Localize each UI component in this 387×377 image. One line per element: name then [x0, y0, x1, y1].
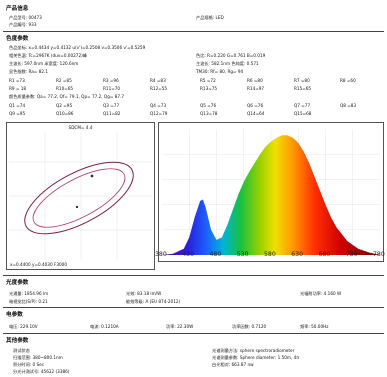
luminous-efficacy: 光效: 83.18 lm/W [126, 291, 162, 296]
cri-value: R3 =96 [103, 78, 119, 83]
cri-value: R13=75 [200, 86, 218, 91]
cqs-value: Q7 =77 [294, 103, 311, 108]
x-tick-label: 780 [373, 251, 385, 258]
cqs-value: Q13=78 [200, 111, 218, 116]
section-color: 色度参数 [6, 36, 29, 42]
divider [3, 307, 384, 308]
x-tick-label: 480 [209, 251, 222, 258]
luminous-flux: 光通量: 1854.96 lm [9, 291, 49, 296]
frequency: 频率: 50.00Hz [300, 324, 329, 329]
cqs-value: Q9 =95 [9, 111, 26, 116]
cqs-value: Q14=64 [247, 111, 265, 116]
cqs-value: Q8 =83 [340, 103, 357, 108]
x-tick-label: 730 [345, 251, 358, 258]
cqs-value: Q2 =95 [56, 103, 73, 108]
product-spec: 产品规格: LED [196, 15, 224, 20]
cri-value: R10=65 [56, 86, 74, 91]
chromaticity-coords: 色品坐标: x=0.4434 y=0.4132 u(v')=0.2508 v=0… [9, 45, 146, 50]
cqs-value: Q15=68 [294, 111, 312, 116]
sphere-params: 光谱测量参数: Sphere diameter: 1.50m, 4π [212, 355, 299, 360]
cri-value: R1 =73 [9, 78, 25, 83]
cri-value: R11=70 [103, 86, 121, 91]
tm30: TM30: Rf= 80, Rg= 94 [196, 69, 244, 74]
cqs-value: Q11=82 [103, 111, 121, 116]
measured-point [75, 205, 79, 209]
white-light-ref: 白光相对: 663.87 nw [212, 362, 254, 367]
color-quality: 颜色质量参数: Qa= 77.2, Qf= 79.1, Qp= 77.2, Qg… [9, 94, 125, 99]
section-photometric: 光度参数 [6, 280, 29, 286]
section-electrical: 电参数 [6, 312, 23, 318]
cri-value: R2 =85 [56, 78, 72, 83]
divider [3, 31, 384, 32]
instrument-number: 分光计测试号: 45622 (3386) [13, 369, 70, 374]
inner-ellipse [32, 168, 126, 228]
cri-value: R8 =60 [340, 78, 356, 83]
integration-time: 积分时间: 0 Sec [13, 362, 45, 367]
energy-class: 能效等级: A (EU 874-2012) [126, 299, 181, 304]
cri-value: R7 =80 [294, 78, 310, 83]
cqs-value: Q4 =73 [150, 103, 167, 108]
cqs-value: Q12=79 [150, 111, 168, 116]
cqs-value: Q1 =74 [9, 103, 26, 108]
x-tick-label: 380 [155, 251, 167, 258]
power-factor: 功率因数: 0.7120 [232, 324, 267, 329]
radiant-power: 光辐射功率: 4.160 W [300, 291, 342, 296]
outer-ellipse [24, 161, 134, 235]
spectrum-chart-frame [158, 122, 384, 262]
cri-value: R15=65 [294, 86, 312, 91]
section-other: 其他参数 [6, 338, 29, 344]
x-tick-label: 580 [264, 251, 276, 258]
sp-ratio: 暗视觉比(S/P): 0.21 [9, 299, 48, 304]
peak-wavelength: 主波长: 597.0nm 半宽度: 120.6nm [9, 61, 79, 66]
cri-value: R4 =83 [150, 78, 166, 83]
test-status: 测试状态 [13, 348, 30, 353]
cqs-value: Q5 =76 [200, 103, 217, 108]
x-tick-label: 680 [318, 251, 331, 258]
divider [3, 333, 384, 334]
cqs-value: Q3 =77 [103, 103, 120, 108]
cct: 相关色温: Tc=2967K (duv=0.00272)峰 [9, 53, 87, 58]
cri-value: R9 = 18 [9, 86, 27, 91]
power: 功率: 22.30W [166, 324, 194, 329]
cqs-value: Q6 =76 [247, 103, 264, 108]
cri-value: R12=55 [150, 86, 168, 91]
cie-ellipse-plot [9, 132, 152, 260]
current: 电流: 0.1210A [90, 324, 119, 329]
cie-diagram-frame: SDCM= 4.4 x=0.4400 y=0.4030 F3000 [6, 122, 155, 270]
voltage: 电压: 229.10V [9, 324, 38, 329]
cqs-value: Q10=86 [56, 111, 74, 116]
sdcm-label: SDCM= 4.4 [68, 125, 93, 130]
cri-value: R5 =72 [200, 78, 216, 83]
color-ratio: 色比: R=0.220 G=0.761 B=0.019 [196, 53, 266, 58]
cri-value: R6 =80 [247, 78, 263, 83]
spectrum-area [162, 135, 380, 255]
target-point [90, 174, 94, 178]
spectrum-chart [162, 129, 380, 255]
x-tick-label: 530 [236, 251, 249, 258]
product-model: 产品型号: 00473 [9, 15, 42, 20]
scan-range: 扫描范围: 380~800.1nm [13, 355, 63, 360]
cie-coords: x=0.4400 y=0.4030 F3000 [10, 262, 68, 267]
x-tick-label: 430 [182, 251, 195, 258]
divider [3, 275, 384, 276]
product-serial: 产品编号: 933 [9, 22, 37, 27]
cri-ra: 显色指数: Ra= 82.1 [9, 69, 49, 74]
x-tick-label: 630 [291, 251, 304, 258]
dominant-wavelength: 主波长: 582.1nm 色纯度: 0.571 [196, 61, 259, 66]
cri-value: R14=97 [247, 86, 265, 91]
measurement-method: 光谱测量方法: sphere spectroradiometer [212, 348, 295, 353]
section-product: 产品信息 [6, 6, 29, 12]
